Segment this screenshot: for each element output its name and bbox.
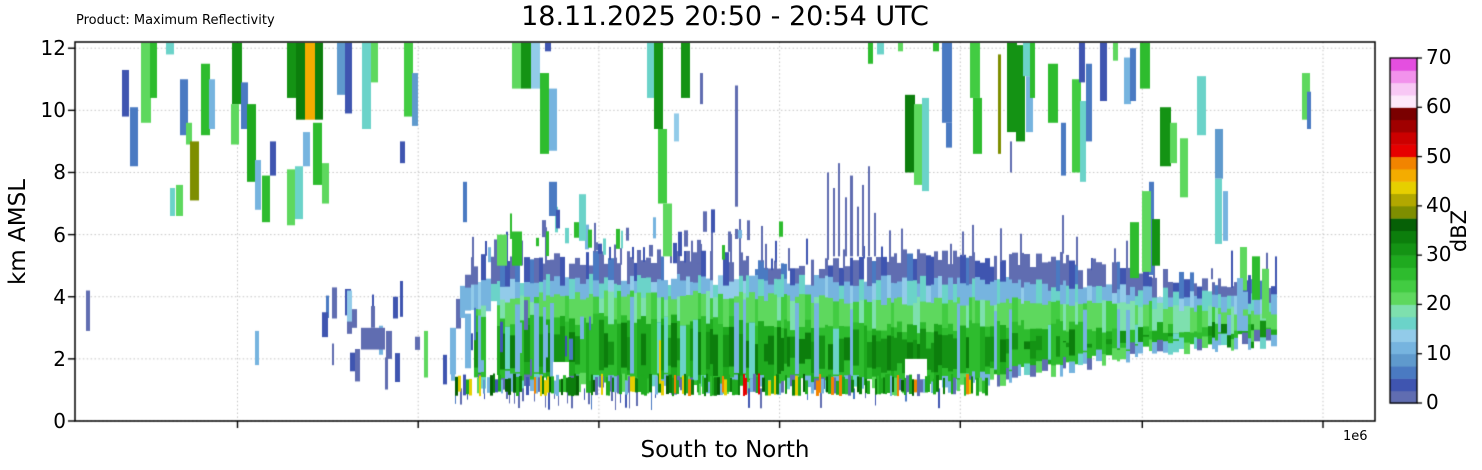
colorbar-tick-label: 40 xyxy=(1426,192,1452,217)
colorbar-tick-label: 60 xyxy=(1426,94,1452,119)
colorbar-tick-label: 20 xyxy=(1426,291,1452,316)
x-axis-label: South to North xyxy=(640,437,810,463)
product-label: Product: Maximum Reflectivity xyxy=(76,13,275,28)
x-axis-offset-label: 1e6 xyxy=(1343,429,1368,444)
colorbar-tick-label: 0 xyxy=(1426,390,1439,414)
colorbar-tick-label: 70 xyxy=(1426,45,1452,69)
y-tick-label: 2 xyxy=(53,346,66,371)
y-tick-label: 0 xyxy=(53,409,66,433)
y-tick-label: 10 xyxy=(40,98,66,123)
chart-title: 18.11.2025 20:50 - 20:54 UTC xyxy=(521,1,929,32)
colorbar-tick-label: 10 xyxy=(1426,340,1452,365)
colorbar-tick-label: 50 xyxy=(1426,143,1452,168)
y-tick-label: 6 xyxy=(53,222,66,247)
colorbar-tick-label: 30 xyxy=(1426,242,1452,267)
y-tick-label: 4 xyxy=(53,284,66,309)
y-tick-label: 8 xyxy=(53,160,66,185)
y-tick-label: 12 xyxy=(40,36,66,61)
